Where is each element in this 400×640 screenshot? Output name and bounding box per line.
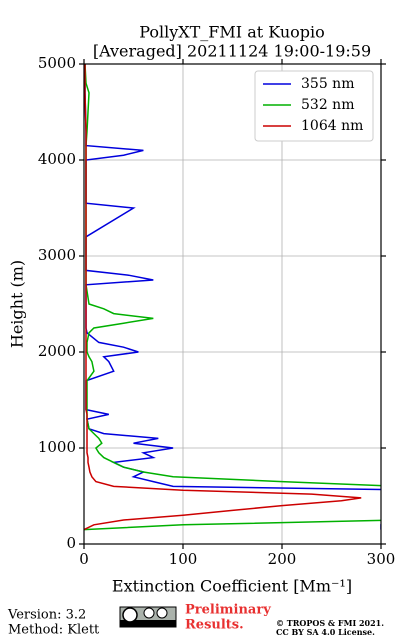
license: CC BY SA 4.0 License.	[276, 627, 375, 637]
legend-label: 532 nm	[301, 97, 354, 113]
x-axis-label: Extinction Coefficient [Mm⁻¹]	[112, 577, 352, 596]
y-tick-label: 5000	[38, 54, 76, 72]
profile-line	[84, 64, 362, 531]
version: Version: 3.2	[7, 608, 86, 623]
x-tick-label: 200	[268, 550, 297, 568]
copyright: © TROPOS & FMI 2021.	[276, 618, 384, 628]
y-tick-label: 3000	[38, 246, 76, 264]
legend-box	[254, 70, 374, 142]
method: Method: Klett	[8, 623, 100, 638]
y-tick-label: 1000	[38, 438, 76, 456]
y-tick-label: 2000	[38, 342, 76, 360]
plot-frame	[83, 63, 382, 545]
y-axis-label: Height (m)	[8, 260, 27, 348]
notice: Results.	[185, 618, 244, 633]
y-tick-label: 4000	[38, 150, 76, 168]
legend-label: 355 nm	[301, 76, 354, 92]
legend-label: 1064 nm	[301, 118, 363, 134]
chart-subtitle: [Averaged] 20211124 19:00-19:59	[93, 42, 371, 61]
x-tick-label: 300	[367, 550, 396, 568]
x-tick-label: 100	[169, 550, 198, 568]
y-tick-label: 0	[66, 534, 76, 552]
profile-line	[84, 64, 381, 530]
cc-logo	[119, 606, 177, 628]
chart-title: PollyXT_FMI at Kuopio	[139, 23, 325, 42]
x-tick-label: 0	[79, 550, 89, 568]
notice: Preliminary	[185, 603, 271, 618]
plot-lines	[84, 64, 381, 531]
